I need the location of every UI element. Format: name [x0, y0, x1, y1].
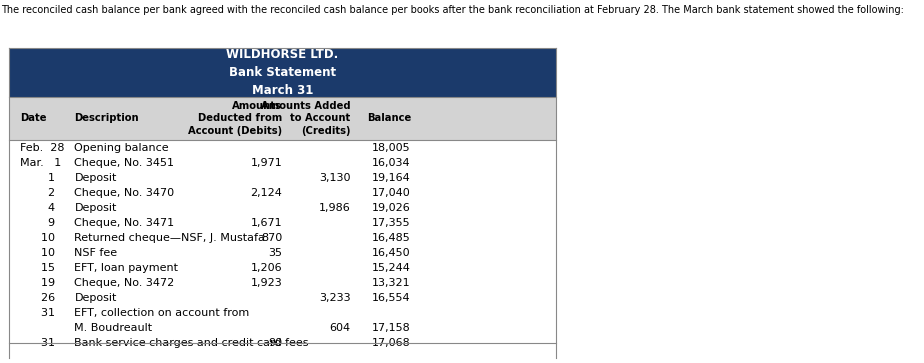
- Text: 16,450: 16,450: [372, 248, 411, 258]
- Text: Cheque, No. 3471: Cheque, No. 3471: [75, 218, 175, 228]
- Text: Amounts
Deducted from
Account (Debits): Amounts Deducted from Account (Debits): [188, 101, 283, 136]
- Text: 17,158: 17,158: [372, 323, 411, 333]
- Text: 15,244: 15,244: [372, 263, 411, 273]
- Text: 1,971: 1,971: [250, 158, 283, 168]
- Text: WILDHORSE LTD.
Bank Statement
March 31: WILDHORSE LTD. Bank Statement March 31: [226, 48, 338, 97]
- Text: 19,164: 19,164: [372, 173, 411, 183]
- Text: 1: 1: [19, 173, 55, 183]
- Text: 16,485: 16,485: [372, 233, 411, 243]
- Text: EFT, loan payment: EFT, loan payment: [75, 263, 178, 273]
- FancyBboxPatch shape: [8, 97, 556, 140]
- Text: 604: 604: [330, 323, 351, 333]
- Text: M. Boudreault: M. Boudreault: [75, 323, 152, 333]
- Text: 31: 31: [19, 308, 55, 318]
- Text: Opening balance: Opening balance: [75, 143, 169, 152]
- Text: 18,005: 18,005: [372, 143, 411, 152]
- Text: 3,130: 3,130: [319, 173, 351, 183]
- Text: Date: Date: [19, 114, 46, 123]
- Text: 17,040: 17,040: [372, 188, 411, 198]
- Text: 15: 15: [19, 263, 55, 273]
- Text: 4: 4: [19, 203, 55, 213]
- Text: 1,206: 1,206: [250, 263, 283, 273]
- Text: 870: 870: [261, 233, 283, 243]
- Text: Deposit: Deposit: [75, 173, 116, 183]
- Text: Returned cheque—NSF, J. Mustafa: Returned cheque—NSF, J. Mustafa: [75, 233, 265, 243]
- Text: EFT, collection on account from: EFT, collection on account from: [75, 308, 249, 318]
- Text: Cheque, No. 3451: Cheque, No. 3451: [75, 158, 175, 168]
- Text: Cheque, No. 3470: Cheque, No. 3470: [75, 188, 175, 198]
- Text: Amounts Added
to Account
(Credits): Amounts Added to Account (Credits): [261, 101, 351, 136]
- Text: 26: 26: [19, 293, 55, 303]
- Text: 19: 19: [19, 278, 55, 288]
- Text: 9: 9: [19, 218, 55, 228]
- Text: Balance: Balance: [367, 114, 411, 123]
- Text: 19,026: 19,026: [372, 203, 411, 213]
- Text: Deposit: Deposit: [75, 203, 116, 213]
- Text: Deposit: Deposit: [75, 293, 116, 303]
- Text: 16,554: 16,554: [372, 293, 411, 303]
- Text: 90: 90: [268, 338, 283, 348]
- Text: 16,034: 16,034: [372, 158, 411, 168]
- Text: Feb.  28: Feb. 28: [19, 143, 64, 152]
- Text: Cheque, No. 3472: Cheque, No. 3472: [75, 278, 175, 288]
- FancyBboxPatch shape: [8, 48, 556, 97]
- Text: 3,233: 3,233: [319, 293, 351, 303]
- Text: 2: 2: [19, 188, 55, 198]
- Text: 31: 31: [19, 338, 55, 348]
- Text: Mar.   1: Mar. 1: [19, 158, 61, 168]
- Text: 1,671: 1,671: [250, 218, 283, 228]
- Text: 10: 10: [19, 233, 55, 243]
- Text: 35: 35: [268, 248, 283, 258]
- Text: Bank service charges and credit card fees: Bank service charges and credit card fee…: [75, 338, 309, 348]
- Text: 17,355: 17,355: [372, 218, 411, 228]
- Text: 1,986: 1,986: [319, 203, 351, 213]
- Text: 1,923: 1,923: [250, 278, 283, 288]
- Text: 13,321: 13,321: [372, 278, 411, 288]
- Text: 10: 10: [19, 248, 55, 258]
- Text: 2,124: 2,124: [250, 188, 283, 198]
- Text: Description: Description: [75, 114, 139, 123]
- Text: The reconciled cash balance per bank agreed with the reconciled cash balance per: The reconciled cash balance per bank agr…: [2, 5, 905, 15]
- Text: 17,068: 17,068: [372, 338, 411, 348]
- Text: NSF fee: NSF fee: [75, 248, 117, 258]
